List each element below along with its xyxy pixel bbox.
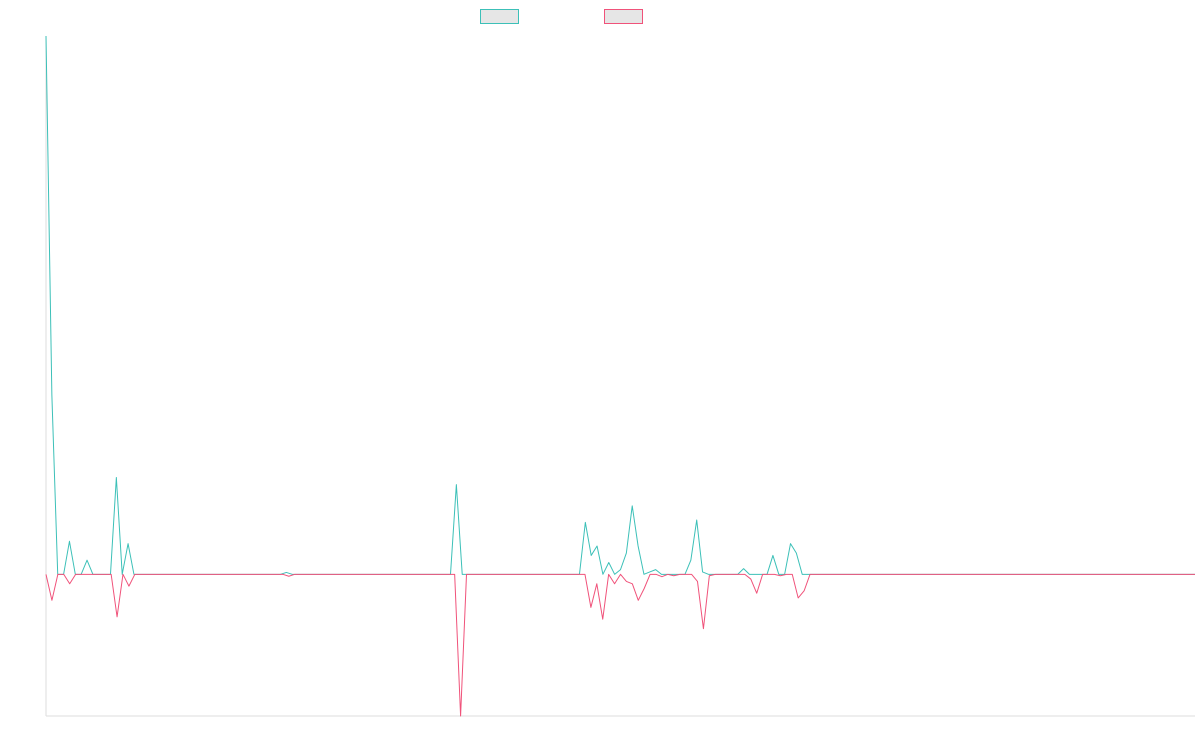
legend-item-series-b[interactable] [604,9,643,24]
legend-item-series-a[interactable] [480,9,519,24]
series-line-b [45,573,1195,717]
series-line-a [45,35,1195,575]
legend-swatch-series-a [480,9,519,24]
chart-axes [45,36,1195,717]
series-layer [45,35,1195,717]
legend-swatch-series-b [604,9,643,24]
